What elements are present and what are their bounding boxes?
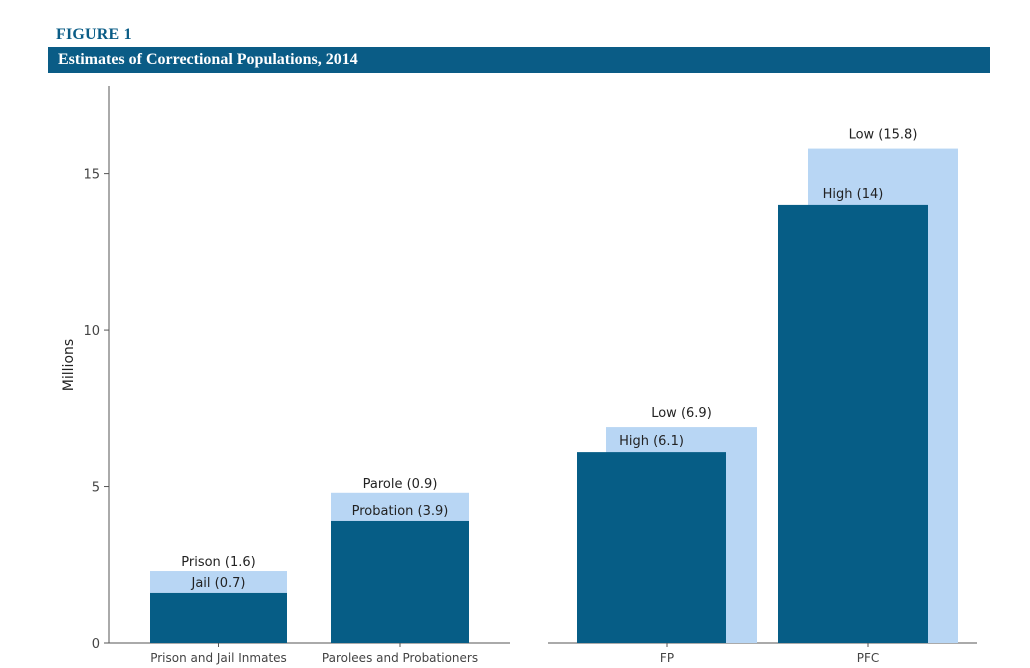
y-tick-label: 10 [83,324,100,339]
data-label-high: High (6.1) [619,434,684,449]
figure-label: FIGURE 1 [56,26,132,43]
y-tick-label: 5 [92,481,100,496]
bar-segment-base [150,592,287,643]
data-label-high: High (14) [823,187,884,202]
data-label-base: Probation (3.9) [352,504,449,519]
labels-layer: Prison (1.6) Jail (0.7) Prison and Jail In… [150,128,917,665]
chart-title: Estimates of Correctional Populations, 2… [58,51,358,68]
data-label-top: Parole (0.9) [363,477,438,492]
x-tick-label: PFC [857,651,880,665]
data-label-low: Low (6.9) [651,406,712,421]
title-bar: Estimates of Correctional Populations, 2… [48,47,990,73]
bar-high [577,452,726,643]
data-label-low: Low (15.8) [849,128,918,143]
y-axis-title: Millions [61,339,77,391]
data-label-top: Prison (1.6) [181,555,255,570]
bars-layer [150,148,958,644]
x-tick-label: Parolees and Probationers [322,651,478,665]
x-tick-label: Prison and Jail Inmates [150,651,287,665]
x-tick-label: FP [660,651,674,665]
y-tick-label: 15 [83,168,100,183]
bar-segment-base [331,520,469,643]
y-tick-label: 0 [92,637,100,652]
bar-segment-top [331,492,469,521]
data-label-base: Jail (0.7) [191,576,246,591]
bar-high [778,204,928,644]
bar-segment-top [150,571,287,593]
